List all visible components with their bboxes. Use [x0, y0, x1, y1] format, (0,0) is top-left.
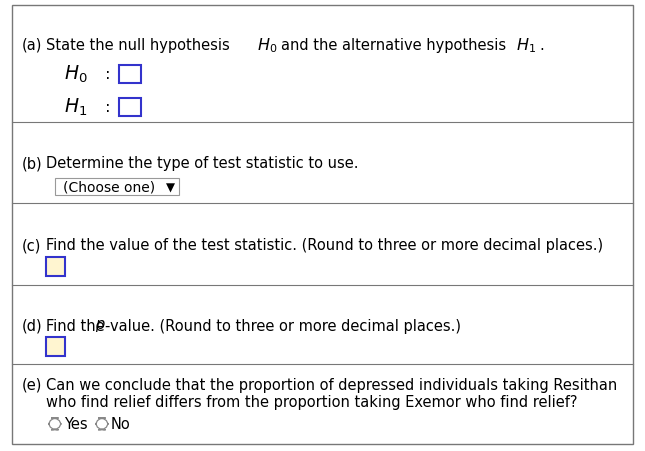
FancyBboxPatch shape [49, 418, 61, 430]
Text: Find the value of the test statistic. (Round to three or more decimal places.): Find the value of the test statistic. (R… [46, 238, 604, 253]
Text: and the alternative hypothesis: and the alternative hypothesis [281, 37, 510, 53]
FancyBboxPatch shape [46, 257, 64, 276]
FancyBboxPatch shape [12, 6, 633, 444]
Text: (a): (a) [21, 37, 42, 53]
Text: $\mathit{H}_0$: $\mathit{H}_0$ [64, 64, 88, 85]
Text: :: : [100, 67, 110, 82]
Text: .: . [539, 37, 544, 53]
Text: :: : [100, 100, 110, 115]
Text: (e): (e) [21, 377, 42, 392]
Text: $\mathit{H}_1$: $\mathit{H}_1$ [516, 36, 536, 55]
FancyBboxPatch shape [46, 337, 64, 356]
Text: Determine the type of test statistic to use.: Determine the type of test statistic to … [46, 156, 359, 171]
Text: (d): (d) [21, 318, 42, 333]
Text: (Choose one): (Choose one) [63, 180, 155, 194]
Text: (c): (c) [21, 238, 41, 253]
Text: Find the: Find the [46, 318, 110, 333]
FancyBboxPatch shape [96, 418, 108, 430]
Text: No: No [111, 416, 131, 432]
Text: Yes: Yes [64, 416, 88, 432]
FancyBboxPatch shape [119, 65, 141, 83]
Text: -value. (Round to three or more decimal places.): -value. (Round to three or more decimal … [105, 318, 461, 333]
Text: who find relief differs from the proportion taking Exemor who find relief?: who find relief differs from the proport… [46, 394, 578, 409]
Text: Can we conclude that the proportion of depressed individuals taking Resithan: Can we conclude that the proportion of d… [46, 377, 618, 392]
FancyBboxPatch shape [119, 98, 141, 116]
Text: State the null hypothesis: State the null hypothesis [46, 37, 235, 53]
Text: ▼: ▼ [166, 181, 175, 193]
FancyBboxPatch shape [55, 179, 179, 195]
Text: $\mathit{H}_0$: $\mathit{H}_0$ [257, 36, 277, 55]
Text: $\mathit{H}_1$: $\mathit{H}_1$ [64, 97, 88, 118]
Text: $p$: $p$ [95, 318, 106, 334]
Text: (b): (b) [21, 156, 42, 171]
